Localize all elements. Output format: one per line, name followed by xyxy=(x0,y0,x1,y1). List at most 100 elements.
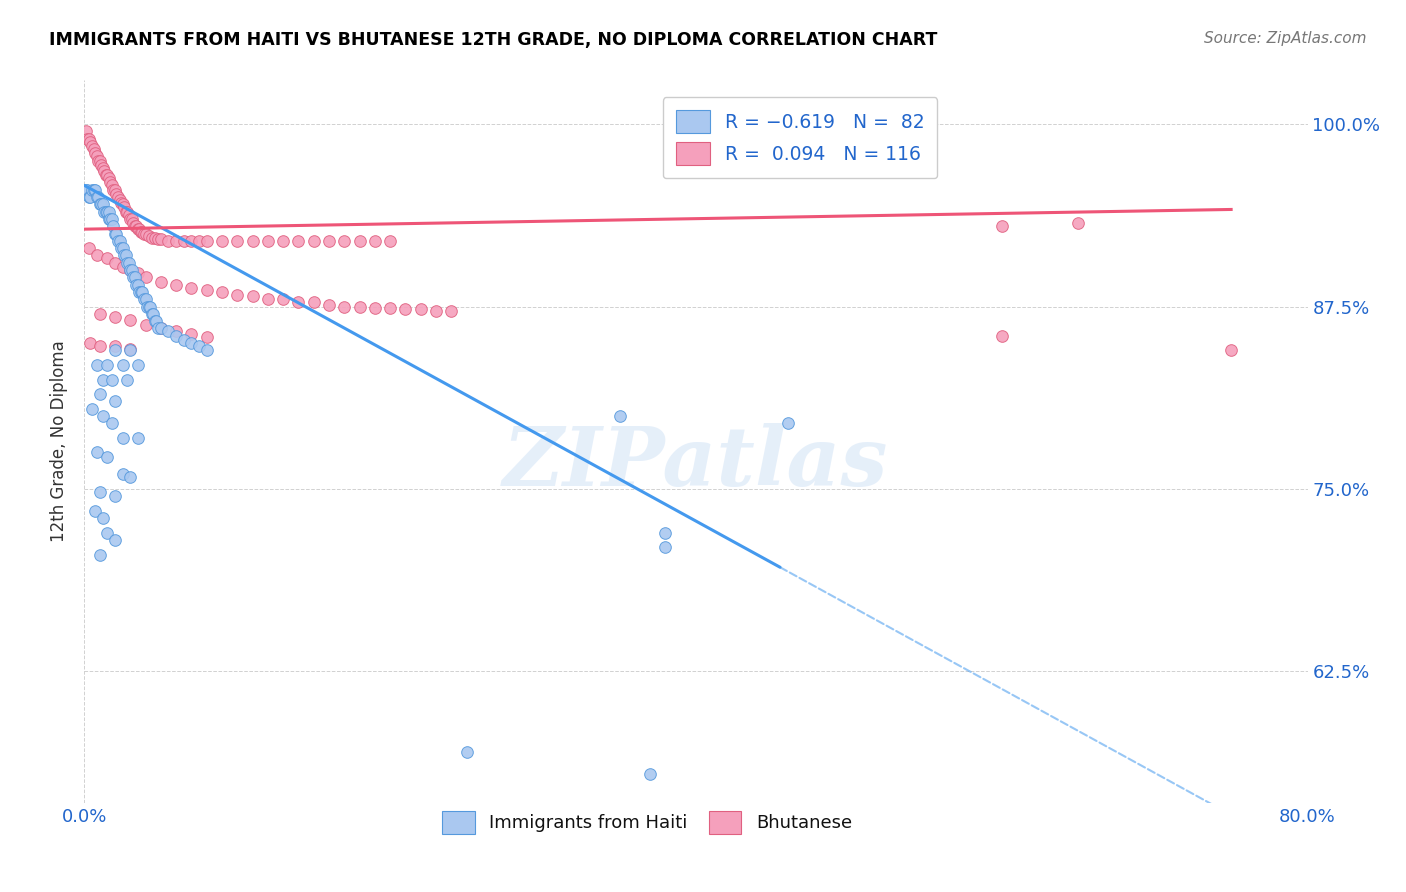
Point xyxy=(165,234,187,248)
Point xyxy=(91,197,114,211)
Point xyxy=(115,256,138,270)
Point xyxy=(115,372,138,386)
Point xyxy=(120,312,142,326)
Point xyxy=(83,183,105,197)
Point xyxy=(96,204,118,219)
Point xyxy=(287,295,309,310)
Point xyxy=(111,358,134,372)
Point xyxy=(76,131,98,145)
Text: ZIPatlas: ZIPatlas xyxy=(503,423,889,503)
Point xyxy=(122,270,145,285)
Point xyxy=(1220,343,1243,358)
Point xyxy=(89,307,111,321)
Point xyxy=(129,225,152,239)
Point xyxy=(118,208,141,222)
Point xyxy=(165,328,187,343)
Point xyxy=(302,295,325,310)
Point xyxy=(141,307,163,321)
Point xyxy=(287,234,309,248)
Point xyxy=(364,234,387,248)
Point xyxy=(129,285,152,299)
Point xyxy=(105,227,128,241)
Point xyxy=(638,766,661,780)
Point xyxy=(654,541,676,555)
Point xyxy=(349,234,371,248)
Point xyxy=(127,266,149,280)
Point xyxy=(380,234,402,248)
Point xyxy=(146,232,169,246)
Point xyxy=(89,387,111,401)
Point xyxy=(77,241,100,255)
Point xyxy=(135,292,157,306)
Point xyxy=(108,234,131,248)
Point xyxy=(125,219,148,234)
Point xyxy=(87,190,110,204)
Point xyxy=(142,307,165,321)
Point xyxy=(211,285,233,299)
Point xyxy=(111,241,134,255)
Point xyxy=(87,153,110,168)
Point xyxy=(349,300,371,314)
Point xyxy=(98,211,121,226)
Point xyxy=(112,248,135,262)
Point xyxy=(135,318,157,333)
Point xyxy=(86,358,108,372)
Y-axis label: 12th Grade, No Diploma: 12th Grade, No Diploma xyxy=(49,341,67,542)
Point xyxy=(302,234,325,248)
Point xyxy=(138,229,160,244)
Point xyxy=(91,372,114,386)
Point xyxy=(104,256,127,270)
Point xyxy=(104,227,127,241)
Text: IMMIGRANTS FROM HAITI VS BHUTANESE 12TH GRADE, NO DIPLOMA CORRELATION CHART: IMMIGRANTS FROM HAITI VS BHUTANESE 12TH … xyxy=(49,31,938,49)
Point xyxy=(79,336,101,351)
Point xyxy=(149,232,172,246)
Point xyxy=(135,227,157,241)
Point xyxy=(654,525,676,540)
Point xyxy=(80,401,103,416)
Point xyxy=(141,231,163,245)
Point xyxy=(77,131,100,145)
Point xyxy=(165,324,187,338)
Point xyxy=(257,292,280,306)
Point xyxy=(149,321,172,335)
Point xyxy=(318,298,340,312)
Point xyxy=(101,372,124,386)
Point xyxy=(121,263,143,277)
Point xyxy=(104,489,127,503)
Point xyxy=(111,467,134,482)
Point xyxy=(195,343,218,358)
Point xyxy=(271,234,294,248)
Point xyxy=(318,234,340,248)
Point xyxy=(118,256,141,270)
Point xyxy=(96,450,118,464)
Point xyxy=(101,211,124,226)
Point xyxy=(440,304,463,318)
Point xyxy=(104,343,127,358)
Point xyxy=(107,234,129,248)
Point xyxy=(173,333,195,347)
Point xyxy=(242,234,264,248)
Point xyxy=(103,219,125,234)
Point xyxy=(114,204,136,219)
Point xyxy=(114,248,136,262)
Point xyxy=(188,339,211,353)
Point xyxy=(456,745,478,759)
Point xyxy=(104,394,127,409)
Point xyxy=(145,314,167,328)
Point xyxy=(364,301,387,315)
Point xyxy=(89,339,111,353)
Point xyxy=(157,234,180,248)
Point xyxy=(138,300,160,314)
Point xyxy=(86,248,108,262)
Legend: Immigrants from Haiti, Bhutanese: Immigrants from Haiti, Bhutanese xyxy=(434,805,859,841)
Point xyxy=(127,431,149,445)
Point xyxy=(257,234,280,248)
Point xyxy=(271,292,294,306)
Point xyxy=(180,336,202,351)
Point xyxy=(101,417,124,431)
Point xyxy=(776,417,799,431)
Point xyxy=(120,470,142,484)
Point xyxy=(84,504,107,518)
Point xyxy=(96,168,118,182)
Point xyxy=(124,219,146,234)
